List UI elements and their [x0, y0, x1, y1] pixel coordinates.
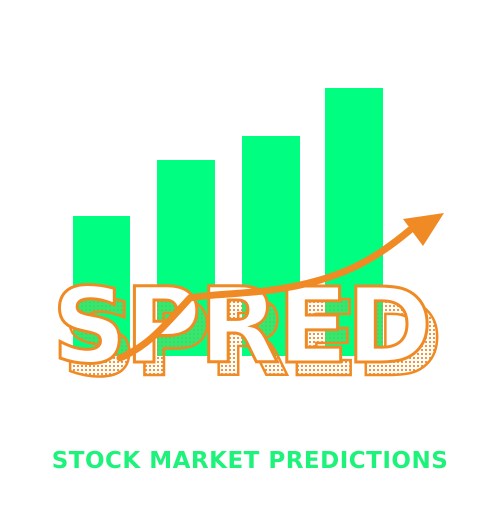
bar-3: [242, 136, 300, 356]
wordmark-shadow: SPRED: [61, 277, 444, 402]
wordmark: SPRED: [51, 264, 435, 389]
rising-bar-chart-icon: [73, 88, 383, 356]
trend-arrow-icon: [116, 213, 444, 362]
bar-4: [325, 88, 383, 356]
tagline: STOCK MARKET PREDICTIONS: [51, 448, 449, 474]
bar-1: [73, 216, 130, 356]
svg-text:SPRED: SPRED: [62, 278, 441, 400]
wordmark-text: SPRED: [52, 265, 431, 387]
